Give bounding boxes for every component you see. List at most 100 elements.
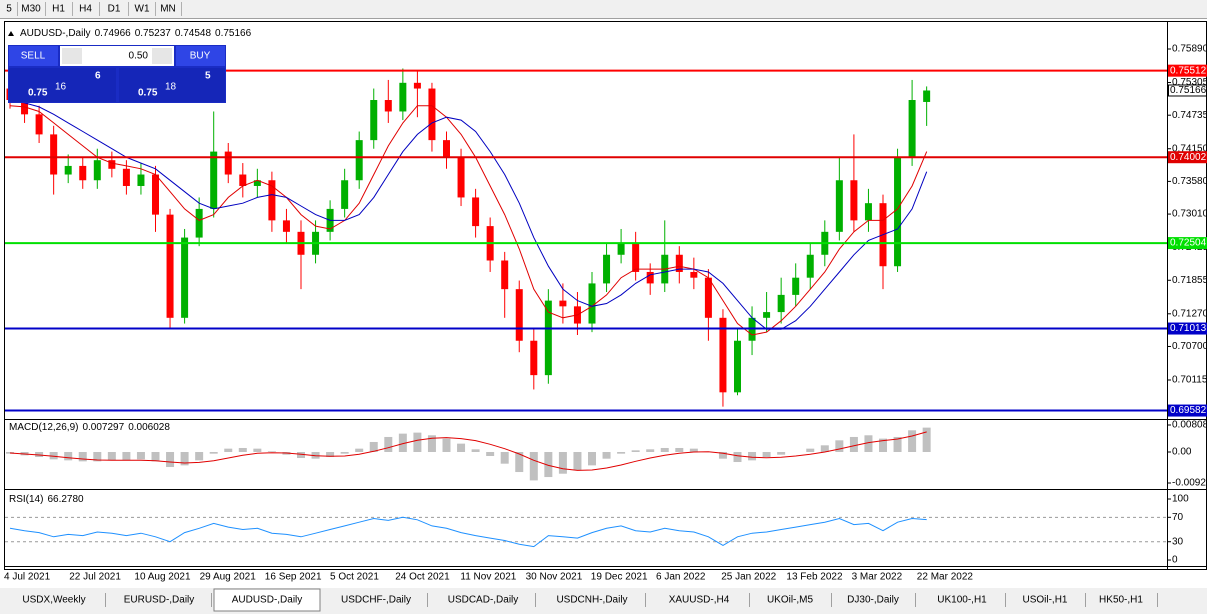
- level-label-box: [1168, 404, 1207, 417]
- macd-bar: [675, 447, 684, 452]
- tab[interactable]: [213, 588, 321, 612]
- candle-body: [79, 165, 87, 181]
- macd-bar: [748, 451, 757, 461]
- macd-bar: [151, 451, 160, 462]
- macd-bar: [588, 451, 596, 466]
- macd-bar: [6, 451, 14, 454]
- macd-bar: [369, 441, 378, 452]
- time-label: 22 Jul 2021: [69, 572, 121, 583]
- timeframe-button[interactable]: [130, 1, 154, 17]
- candle-body: [588, 283, 596, 324]
- macd-bar: [500, 451, 509, 464]
- macd-bar: [384, 436, 393, 452]
- macd-signal-value: 0.006028: [128, 422, 170, 433]
- lot-up[interactable]: [152, 48, 172, 64]
- candle-body: [268, 180, 276, 221]
- timeframe-button[interactable]: [156, 1, 180, 17]
- macd-bar: [297, 451, 305, 459]
- y-tick-label: 0.71855: [1172, 275, 1207, 286]
- rsi-title: RSI(14): [9, 494, 43, 505]
- ask-box[interactable]: [119, 68, 225, 102]
- y-tick-label: 30: [1172, 536, 1184, 547]
- macd-bar: [457, 443, 466, 452]
- macd-bar: [777, 451, 786, 455]
- candle-body: [413, 82, 421, 89]
- bid-box[interactable]: [9, 68, 116, 102]
- candle-body: [806, 254, 814, 278]
- macd-bar: [573, 451, 582, 471]
- macd-bar: [224, 448, 233, 452]
- level-label: 0.72504: [1170, 238, 1207, 249]
- macd-bar: [879, 438, 887, 452]
- tab[interactable]: [326, 591, 426, 610]
- candle-body: [472, 197, 480, 227]
- timeframe-button[interactable]: [18, 1, 44, 17]
- macd-bar: [238, 447, 247, 452]
- bid-prefix: 0.75: [28, 88, 48, 99]
- tab[interactable]: [540, 591, 644, 610]
- time-label: 5 Oct 2021: [330, 572, 379, 583]
- tab[interactable]: [1086, 591, 1156, 610]
- tab[interactable]: [650, 591, 748, 610]
- tab[interactable]: [108, 591, 210, 610]
- y-tick-label: 0.75890: [1172, 44, 1207, 55]
- tab[interactable]: [432, 591, 534, 610]
- timeframe-label: 5: [6, 4, 12, 15]
- sell-button[interactable]: [9, 46, 58, 66]
- candle-body: [923, 90, 931, 102]
- tab[interactable]: [832, 591, 914, 610]
- timeframe-button[interactable]: [2, 1, 16, 17]
- one-click-trading: SELL 0.50 BUY 0.75 16 6 0.75 18 5: [8, 45, 226, 103]
- buy-button[interactable]: [176, 46, 225, 66]
- level-label: 0.74002: [1170, 152, 1207, 163]
- time-label: 30 Nov 2021: [526, 572, 583, 583]
- macd-bar: [253, 448, 262, 452]
- current-price-label: 0.75166: [1170, 85, 1207, 96]
- tab[interactable]: [1006, 591, 1084, 610]
- level-label: 0.71013: [1170, 323, 1207, 334]
- ask-prefix: 0.75: [138, 88, 158, 99]
- macd-bar: [849, 436, 858, 452]
- price-header: AUDUSD-,Daily 0.74966 0.75237 0.74548 0.7516…: [20, 28, 252, 39]
- timeframe-button[interactable]: [46, 1, 71, 17]
- candle-body: [224, 151, 232, 175]
- macd-bar: [195, 451, 204, 461]
- signal-line: [9, 431, 927, 471]
- bid-sup: 6: [95, 71, 101, 82]
- candle-body: [443, 140, 450, 158]
- macd-bar: [209, 451, 218, 454]
- ohlc-open: 0.74966: [95, 28, 132, 39]
- time-label: 29 Aug 2021: [200, 572, 257, 583]
- candle-body: [35, 114, 43, 135]
- candle-body: [704, 277, 712, 318]
- macd-bar: [136, 451, 145, 460]
- timeframe-button[interactable]: [101, 1, 127, 17]
- y-tick-label: 100: [1172, 494, 1189, 505]
- tab[interactable]: [920, 591, 1004, 610]
- lot-down[interactable]: [62, 48, 82, 64]
- y-tick-label: 0.73010: [1172, 209, 1207, 220]
- macd-bar: [78, 451, 87, 462]
- timeframe-button[interactable]: [73, 1, 98, 17]
- macd-bar: [922, 427, 931, 452]
- sell-label: SELL: [21, 51, 46, 62]
- level-label-box: [1168, 322, 1207, 335]
- candle-body: [399, 82, 407, 112]
- candle-body: [530, 340, 538, 376]
- candle-body: [370, 100, 378, 141]
- macd-bar: [413, 432, 422, 452]
- macd-bar: [762, 451, 771, 458]
- candle-body: [617, 243, 625, 255]
- time-label: 24 Oct 2021: [395, 572, 450, 583]
- candle-body: [137, 174, 145, 186]
- macd-bar: [835, 440, 844, 452]
- macd-bar: [49, 451, 58, 460]
- lot-field[interactable]: [60, 46, 174, 66]
- tab[interactable]: [750, 591, 830, 610]
- collapse-icon[interactable]: [8, 31, 14, 36]
- tab[interactable]: [4, 591, 104, 610]
- macd-bar: [893, 436, 902, 452]
- timeframe-label: M30: [21, 4, 41, 15]
- rsi-line: [9, 516, 927, 548]
- macd-header: MACD(12,26,9) 0.007297 0.006028: [9, 422, 170, 433]
